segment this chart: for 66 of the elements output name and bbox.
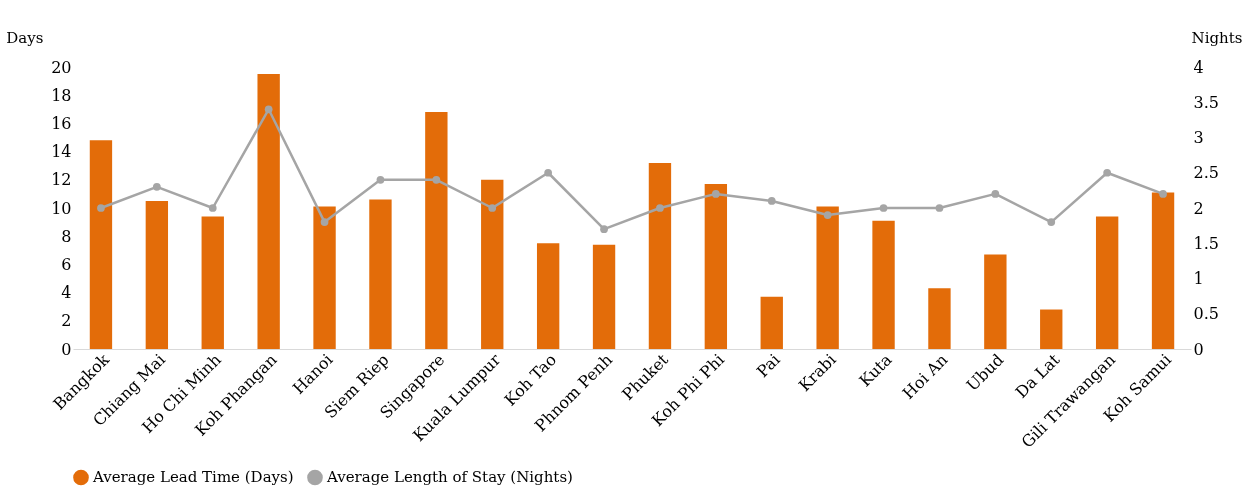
y-tick-label: 18 <box>51 85 72 105</box>
y2-tick-label: 2.5 <box>1193 163 1219 183</box>
y-tick-label: 4 <box>61 283 72 303</box>
x-tick-label: Hoi An <box>898 350 952 403</box>
point <box>991 190 1000 198</box>
point <box>656 204 664 212</box>
point <box>1047 218 1056 226</box>
bar <box>760 296 783 349</box>
y-tick-label: 14 <box>51 142 72 162</box>
point <box>823 211 832 219</box>
point <box>208 204 217 212</box>
y2-tick-label: 3 <box>1193 128 1204 147</box>
bar <box>89 140 113 349</box>
y-tick-label: 12 <box>51 170 72 190</box>
y-axis-title: Days <box>6 28 44 47</box>
point <box>264 105 273 114</box>
legend-label: Average Lead Time (Days) <box>92 468 294 487</box>
bar <box>481 179 504 349</box>
bar <box>313 206 336 349</box>
y2-axis-title: Nights <box>1191 28 1243 47</box>
y2-tick-label: 1 <box>1193 269 1204 288</box>
point <box>600 225 608 234</box>
y-tick-label: 10 <box>51 198 72 218</box>
point <box>488 204 497 212</box>
x-tick-label: Pai <box>752 350 784 381</box>
bar <box>145 200 169 349</box>
bar <box>201 216 224 349</box>
y-tick-label: 2 <box>61 311 72 331</box>
bar <box>1040 309 1063 349</box>
y-tick-label: 8 <box>61 226 72 246</box>
point <box>432 175 441 184</box>
y-tick-label: 20 <box>51 57 72 77</box>
y2-tick-label: 2 <box>1193 198 1204 218</box>
bar <box>984 254 1007 349</box>
y2-tick-label: 0 <box>1193 339 1204 359</box>
point <box>1159 190 1167 198</box>
y-tick-label: 16 <box>51 113 72 133</box>
bar <box>1095 216 1119 349</box>
point <box>767 197 776 205</box>
bar <box>928 288 951 349</box>
y-tick-label: 0 <box>61 339 72 359</box>
bar <box>536 243 560 349</box>
point <box>935 204 944 212</box>
point <box>1103 168 1112 177</box>
point <box>544 168 553 177</box>
point <box>152 182 161 191</box>
bar <box>816 206 839 349</box>
point <box>320 218 329 226</box>
bar <box>1151 192 1175 349</box>
point <box>879 204 888 212</box>
bar <box>704 184 728 349</box>
point <box>376 175 385 184</box>
bar <box>425 112 448 349</box>
y2-tick-label: 0.5 <box>1193 304 1219 324</box>
y2-tick-label: 3.5 <box>1193 92 1219 112</box>
point <box>711 190 720 198</box>
y2-tick-label: 1.5 <box>1193 233 1219 253</box>
bar <box>257 74 280 349</box>
bar <box>648 162 672 349</box>
legend-label: Average Length of Stay (Nights) <box>326 468 573 487</box>
bar <box>592 244 616 349</box>
y2-tick-label: 4 <box>1193 57 1204 77</box>
point <box>97 204 105 212</box>
bar <box>872 220 895 349</box>
y-tick-label: 6 <box>61 254 72 274</box>
bar <box>369 199 392 349</box>
